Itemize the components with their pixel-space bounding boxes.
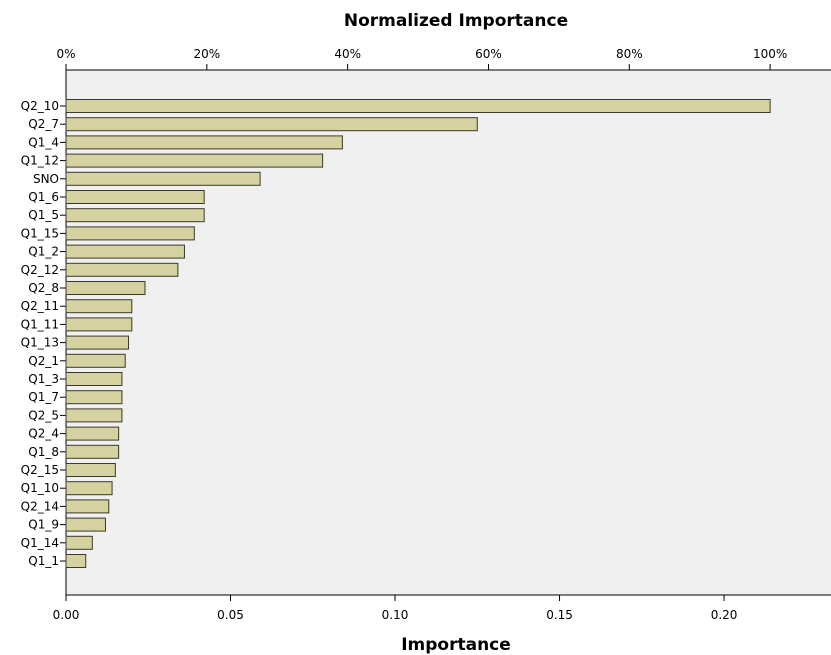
category-label: Q1_15 — [21, 226, 59, 240]
bar-q1_8 — [65, 444, 120, 459]
bar-q1_15 — [65, 226, 195, 241]
bar-q1_10 — [65, 481, 113, 496]
top-axis-tick-label: 40% — [334, 47, 361, 61]
bottom-axis-tick-label: 0.10 — [382, 608, 409, 622]
bar-q1_7 — [65, 390, 123, 405]
category-label: Q1_11 — [21, 317, 59, 331]
top-axis-tick-label: 60% — [475, 47, 502, 61]
bars-group — [65, 99, 771, 568]
bar-q2_10 — [65, 99, 771, 113]
category-label: Q1_1 — [28, 554, 59, 568]
bar-q1_11 — [65, 317, 133, 332]
category-label: Q1_5 — [28, 208, 59, 222]
bar-q1_6 — [65, 190, 205, 204]
bottom-axis: 0.00 0.05 0.10 0.15 0.20 — [53, 594, 831, 622]
category-label: Q1_2 — [28, 245, 59, 259]
category-label: Q1_6 — [28, 190, 59, 204]
x-axis-title: Importance — [401, 635, 511, 655]
category-label: Q2_14 — [21, 499, 59, 513]
bottom-axis-tick-label: 0.20 — [711, 608, 738, 622]
category-label: Q1_14 — [21, 536, 59, 550]
bar-q1_9 — [65, 517, 106, 532]
category-label: Q1_7 — [28, 390, 59, 404]
bar-q1_12 — [65, 153, 324, 168]
category-label: Q1_4 — [28, 135, 59, 149]
bottom-axis-tick-label: 0.05 — [217, 608, 244, 622]
category-label: Q1_10 — [21, 481, 59, 495]
bar-q2_11 — [65, 299, 133, 314]
bar-q1_1 — [65, 554, 87, 568]
y-axis: Q2_10 Q2_7 Q1_4 Q1_12 SNO Q1_6 Q1_5 Q1_15 Q1_2 Q2… — [21, 70, 67, 595]
bar-q1_13 — [65, 335, 130, 350]
category-label: Q2_15 — [21, 463, 59, 477]
bar-q1_3 — [65, 372, 123, 386]
category-label: Q1_12 — [21, 154, 59, 168]
category-label: Q2_11 — [21, 299, 59, 313]
category-label: Q2_12 — [21, 263, 59, 277]
bottom-axis-tick-label: 0.15 — [546, 608, 573, 622]
bar-q2_12 — [65, 262, 179, 277]
category-label: Q2_10 — [21, 99, 59, 113]
bar-q1_2 — [65, 244, 185, 259]
chart-title: Normalized Importance — [344, 11, 568, 31]
category-label: Q1_3 — [28, 372, 59, 386]
top-axis-tick-label: 100% — [753, 47, 787, 61]
bar-q2_15 — [65, 463, 116, 477]
bar-q1_4 — [65, 135, 343, 150]
bar-sno — [65, 171, 261, 186]
top-axis-tick-label: 0% — [56, 47, 75, 61]
category-label: Q2_1 — [28, 354, 59, 368]
bar-q2_4 — [65, 426, 120, 441]
category-label: Q2_8 — [28, 281, 59, 295]
category-label: Q2_4 — [28, 427, 59, 441]
top-axis-tick-label: 20% — [193, 47, 220, 61]
top-axis-tick-label: 80% — [616, 47, 643, 61]
bar-q2_5 — [65, 408, 123, 423]
top-axis: 0% 20% 40% 60% 80% 100% — [56, 47, 831, 71]
bottom-axis-tick-label: 0.00 — [53, 608, 80, 622]
bar-q1_14 — [65, 535, 93, 550]
category-label: SNO — [33, 172, 59, 186]
category-label: Q1_13 — [21, 336, 59, 350]
bar-q2_14 — [65, 499, 110, 514]
bar-q2_7 — [65, 117, 478, 132]
bar-q2_1 — [65, 353, 126, 368]
category-label: Q1_8 — [28, 445, 59, 459]
category-label: Q1_9 — [28, 518, 59, 532]
category-label: Q2_7 — [28, 117, 59, 131]
bar-q1_5 — [65, 208, 205, 223]
bar-q2_8 — [65, 281, 146, 295]
category-label: Q2_5 — [28, 408, 59, 422]
